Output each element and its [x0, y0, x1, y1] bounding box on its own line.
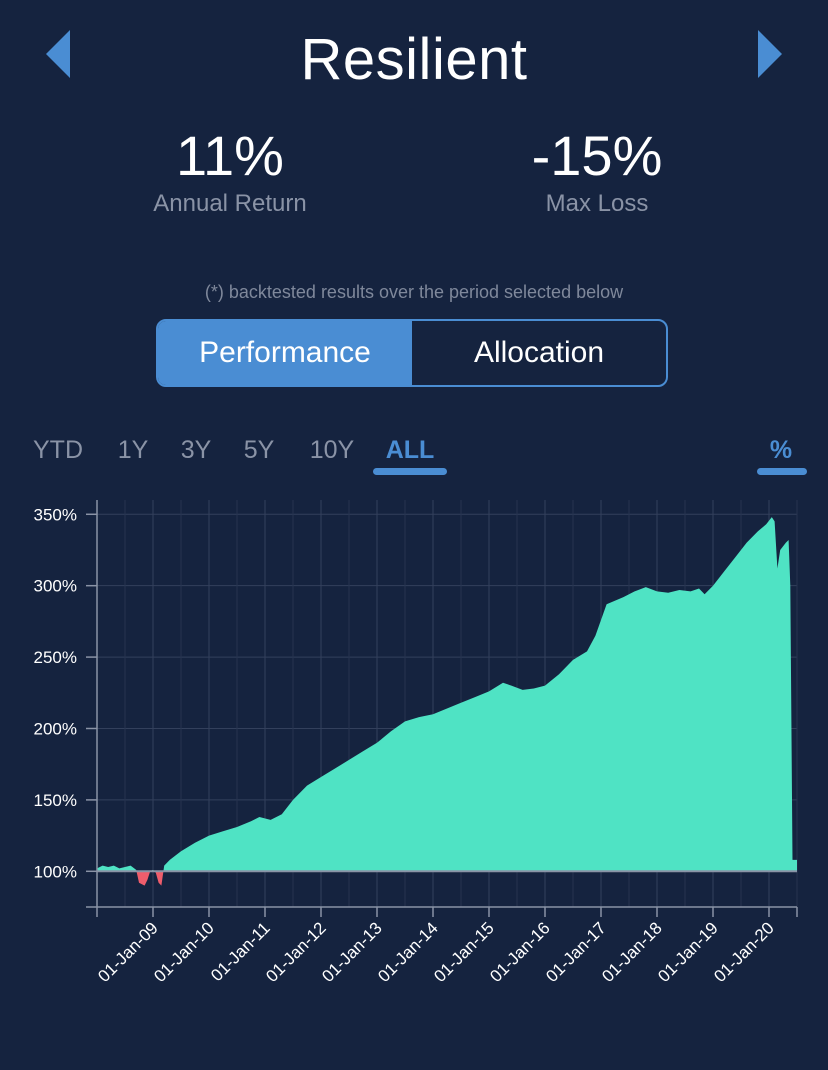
range-tab-1y[interactable]: 1Y [117, 436, 149, 464]
performance-chart: 350%300%250%200%150%100%01-Jan-0901-Jan-… [34, 500, 798, 986]
annual-return-metric: 11% Annual Return [80, 124, 380, 218]
backtest-note: (*) backtested results over the period s… [204, 282, 624, 302]
x-tick-label: 01-Jan-13 [318, 918, 386, 986]
loss-area [136, 871, 164, 886]
y-tick-label: 300% [34, 577, 77, 596]
x-tick-label: 01-Jan-16 [486, 918, 554, 986]
view-segmented-control: Performance Allocation [156, 319, 668, 387]
range-tab-all[interactable]: ALL [385, 436, 435, 464]
y-tick-label: 100% [34, 862, 77, 881]
range-tab-10y[interactable]: 10Y [309, 436, 355, 464]
x-tick-label: 01-Jan-09 [94, 918, 162, 986]
x-tick-label: 01-Jan-12 [262, 918, 330, 986]
range-tab-5y[interactable]: 5Y [243, 436, 275, 464]
portfolio-title: Resilient [300, 27, 528, 92]
y-tick-label: 250% [34, 648, 77, 667]
max-loss-value: -15% [531, 124, 663, 187]
range-tab-ytd[interactable]: YTD [33, 436, 83, 464]
x-tick-label: 01-Jan-18 [598, 918, 666, 986]
percent-toggle[interactable]: % [769, 436, 793, 464]
percent-toggle-underline [757, 468, 807, 475]
max-loss-label: Max Loss [545, 190, 649, 217]
chart-axes [86, 500, 798, 917]
x-tick-label: 01-Jan-20 [710, 918, 778, 986]
x-tick-label: 01-Jan-14 [374, 918, 442, 986]
annual-return-label: Annual Return [153, 190, 307, 217]
performance-tab[interactable]: Performance [158, 321, 412, 385]
x-tick-label: 01-Jan-15 [430, 918, 498, 986]
y-tick-label: 150% [34, 791, 77, 810]
chart-area [97, 517, 797, 886]
x-tick-label: 01-Jan-17 [542, 918, 610, 986]
annual-return-value: 11% [176, 124, 284, 187]
allocation-tab[interactable]: Allocation [473, 336, 605, 369]
x-tick-label: 01-Jan-10 [150, 918, 218, 986]
gain-area [97, 517, 797, 872]
y-tick-label: 200% [34, 719, 77, 738]
max-loss-metric: -15% Max Loss [447, 124, 747, 218]
triangle-right-icon [758, 30, 782, 78]
range-tabs: YTD 1Y 3Y 5Y 10Y ALL % [0, 436, 828, 480]
range-tab-all-underline [373, 468, 447, 475]
next-portfolio-button[interactable] [756, 28, 784, 82]
y-tick-label: 350% [34, 505, 77, 524]
triangle-left-icon [46, 30, 70, 78]
range-tab-3y[interactable]: 3Y [180, 436, 212, 464]
x-tick-label: 01-Jan-19 [654, 918, 722, 986]
previous-portfolio-button[interactable] [44, 28, 72, 82]
